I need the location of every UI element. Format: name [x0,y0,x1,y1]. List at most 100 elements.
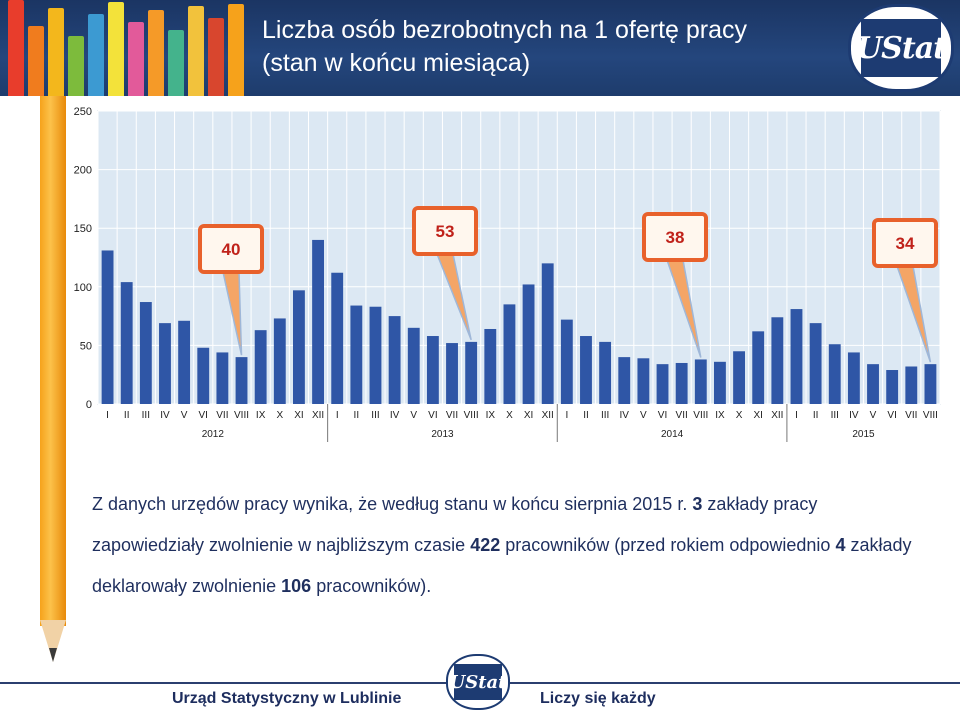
y-tick-label: 150 [74,223,92,235]
title-line-1: Liczba osób bezrobotnych na 1 ofertę pra… [262,16,748,44]
x-tick-label: VIII [923,410,938,421]
page-title: Liczba osób bezrobotnych na 1 ofertę pra… [262,14,747,80]
header-banner: Liczba osób bezrobotnych na 1 ofertę pra… [0,0,960,96]
bar [197,347,210,404]
x-tick-label: XII [542,410,554,421]
x-tick-label: VII [446,410,458,421]
bar [752,331,765,404]
summary-part-5: pracowników). [316,576,432,596]
ustat-logo: UStat [848,4,954,92]
callout-value: 53 [436,222,455,241]
bar [522,284,535,404]
y-tick-label: 250 [74,106,92,118]
bar [101,250,114,404]
x-tick-label: VIII [693,410,708,421]
x-tick-label: III [371,410,379,421]
bar [637,358,650,404]
x-tick-label: III [142,410,150,421]
callout: 40 [198,224,264,356]
year-label: 2012 [202,429,225,440]
bar [388,316,401,404]
summary-text: Z danych urzędów pracy wynika, że według… [92,484,932,607]
bar [618,357,631,404]
bar [465,341,478,404]
x-tick-label: IX [256,410,266,421]
x-tick-label: XI [524,410,533,421]
bar [350,305,363,404]
bar [446,343,458,404]
y-tick-label: 100 [74,282,92,294]
x-tick-label: IV [620,410,630,421]
bar [312,239,325,404]
summary-number-4: 106 [281,576,312,596]
x-tick-label: XII [771,410,783,421]
x-tick-label: VI [658,410,667,421]
bar [273,318,286,404]
callout-value: 40 [222,240,241,259]
bar [675,362,688,404]
bar [924,364,937,404]
x-tick-label: VIII [464,410,479,421]
x-tick-label: VI [887,410,896,421]
bar [139,302,152,404]
year-label: 2015 [852,429,875,440]
x-tick-label: I [336,410,339,421]
bar [484,328,497,404]
bar [178,320,191,404]
bar [120,282,133,404]
callout-box [642,212,708,262]
x-tick-label: VI [199,410,208,421]
bar [235,357,248,404]
x-axis-band [98,404,940,444]
summary-part-1: Z danych urzędów pracy wynika, że według… [92,494,688,514]
callout-box [872,218,938,268]
bar [292,290,305,404]
footer-logo-text: UStat [449,671,507,693]
logo-text: UStat [856,30,947,66]
x-tick-label: VI [428,410,437,421]
x-tick-label: IV [390,410,400,421]
pencil-lead [49,648,57,662]
bar [828,344,841,404]
x-tick-label: VII [216,410,228,421]
x-tick-label: III [831,410,839,421]
callout: 38 [642,212,708,358]
callout-box [198,224,264,274]
x-tick-label: I [795,410,798,421]
title-line-2: (stan w końcu miesiąca) [262,49,531,77]
y-tick-label: 200 [74,165,92,177]
bar [254,330,267,404]
x-tick-label: V [181,410,188,421]
summary-number-2: 422 [470,535,501,555]
year-label: 2013 [431,429,454,440]
bar [541,263,554,404]
bar [369,306,382,404]
x-tick-label: IV [849,410,859,421]
bar [503,304,516,404]
bar [407,327,420,404]
x-tick-label: III [601,410,609,421]
x-tick-label: XI [294,410,303,421]
bar [790,309,803,404]
bar [599,341,612,404]
x-tick-label: XII [312,410,324,421]
x-tick-label: I [106,410,109,421]
bar [733,351,746,404]
x-tick-label: V [870,410,877,421]
callout: 53 [412,206,478,341]
callout-value: 38 [666,228,685,247]
bar [426,336,439,404]
footer-logo: UStat [446,654,510,710]
summary-part-3: pracowników (przed rokiem odpowiednio [505,535,831,555]
year-label: 2014 [661,429,684,440]
callout-value: 34 [896,234,915,253]
y-tick-label: 0 [86,399,92,411]
bar [331,272,344,404]
summary-number-3: 4 [835,535,846,555]
x-tick-label: II [124,410,130,421]
x-tick-label: VIII [234,410,249,421]
x-tick-label: I [565,410,568,421]
footer-slogan: Liczy się każdy [540,690,656,707]
x-tick-label: X [736,410,743,421]
